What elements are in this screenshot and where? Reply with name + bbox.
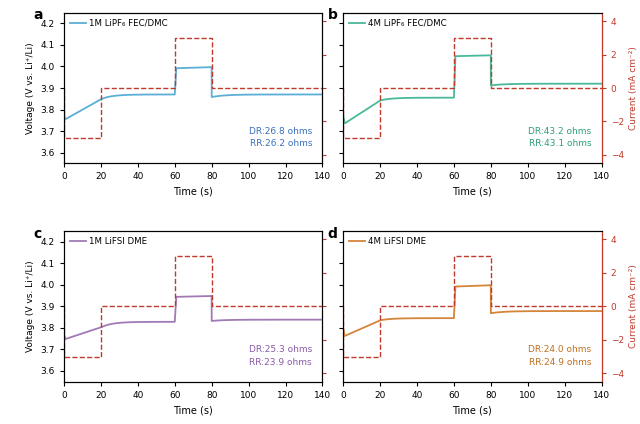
Text: b: b — [328, 8, 337, 22]
Legend: 4M LiPF₆ FEC/DMC: 4M LiPF₆ FEC/DMC — [348, 17, 449, 30]
X-axis label: Time (s): Time (s) — [173, 405, 213, 415]
Text: DR:43.2 ohms
RR:43.1 ohms: DR:43.2 ohms RR:43.1 ohms — [528, 127, 591, 148]
Legend: 4M LiFSI DME: 4M LiFSI DME — [348, 235, 428, 248]
X-axis label: Time (s): Time (s) — [452, 187, 492, 197]
Text: c: c — [33, 226, 41, 240]
X-axis label: Time (s): Time (s) — [173, 187, 213, 197]
Text: DR:25.3 ohms
RR:23.9 ohms: DR:25.3 ohms RR:23.9 ohms — [249, 345, 312, 366]
Legend: 1M LiPF₆ FEC/DMC: 1M LiPF₆ FEC/DMC — [68, 17, 170, 30]
Y-axis label: Voltage (V vs. Li⁺/Li): Voltage (V vs. Li⁺/Li) — [26, 260, 35, 352]
Y-axis label: Current (mA cm⁻²): Current (mA cm⁻²) — [629, 265, 638, 348]
Text: a: a — [33, 8, 42, 22]
Y-axis label: Current (mA cm⁻²): Current (mA cm⁻²) — [629, 46, 638, 130]
X-axis label: Time (s): Time (s) — [452, 405, 492, 415]
Text: d: d — [328, 226, 337, 240]
Legend: 1M LiFSI DME: 1M LiFSI DME — [68, 235, 149, 248]
Text: DR:26.8 ohms
RR:26.2 ohms: DR:26.8 ohms RR:26.2 ohms — [249, 127, 312, 148]
Text: DR:24.0 ohms
RR:24.9 ohms: DR:24.0 ohms RR:24.9 ohms — [528, 345, 591, 366]
Y-axis label: Voltage (V vs. Li⁺/Li): Voltage (V vs. Li⁺/Li) — [26, 42, 35, 134]
